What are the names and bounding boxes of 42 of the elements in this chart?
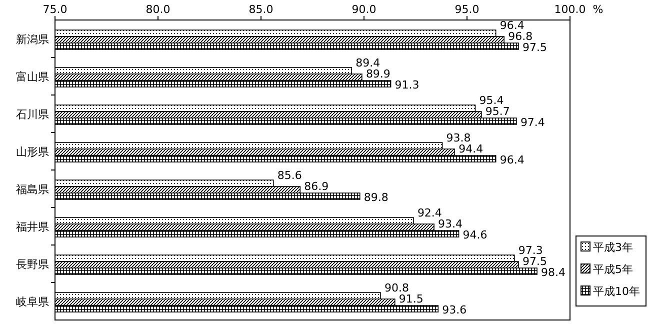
data-label: 97.5: [522, 255, 547, 268]
legend-label: 平成5年: [593, 263, 633, 276]
x-tick-label: 100.0: [554, 3, 586, 16]
data-label: 97.3: [518, 244, 543, 257]
data-label: 95.7: [485, 105, 510, 118]
x-axis-title: %: [592, 3, 604, 16]
x-tick-label: 80.0: [146, 3, 170, 16]
y-tick-label: 岐阜県: [16, 295, 49, 308]
data-label: 93.6: [442, 304, 467, 316]
x-tick-label: 90.0: [352, 3, 376, 16]
data-label: 93.8: [446, 132, 471, 144]
y-tick-label: 富山県: [16, 70, 49, 84]
data-label: 95.4: [479, 94, 504, 107]
y-tick-label: 福島県: [16, 182, 49, 196]
data-label: 93.4: [438, 218, 463, 230]
data-label: 89.9: [366, 68, 390, 80]
x-tick-label: 75.0: [42, 3, 68, 16]
data-label: 98.4: [541, 266, 566, 279]
x-tick-label: 95.0: [454, 3, 480, 16]
data-label: 89.8: [364, 191, 388, 204]
x-tick-label: 85.0: [248, 3, 274, 16]
data-label: 97.5: [522, 41, 547, 54]
y-tick-label: 長野県: [16, 258, 49, 271]
y-tick-label: 石川県: [16, 108, 49, 121]
data-label: 92.4: [417, 206, 442, 220]
data-label: 85.6: [277, 169, 302, 182]
data-label: 91.3: [394, 78, 420, 92]
y-tick-label: 山形県: [16, 145, 49, 158]
data-label: 96.4: [500, 19, 524, 32]
legend-label: 平成10年: [593, 285, 640, 298]
legend-label: 平成3年: [593, 241, 633, 254]
data-label: 89.4: [356, 56, 380, 70]
data-label: 91.5: [398, 292, 424, 306]
data-label: 94.4: [458, 142, 484, 156]
data-label: 96.8: [508, 30, 533, 43]
data-label: 96.4: [500, 154, 524, 166]
data-label: 90.8: [384, 282, 409, 294]
data-label: 86.9: [304, 180, 329, 193]
data-label: 94.6: [462, 228, 488, 242]
data-label: 97.4: [520, 116, 545, 129]
y-tick-label: 新潟県: [16, 32, 49, 46]
y-tick-label: 福井県: [16, 220, 49, 234]
